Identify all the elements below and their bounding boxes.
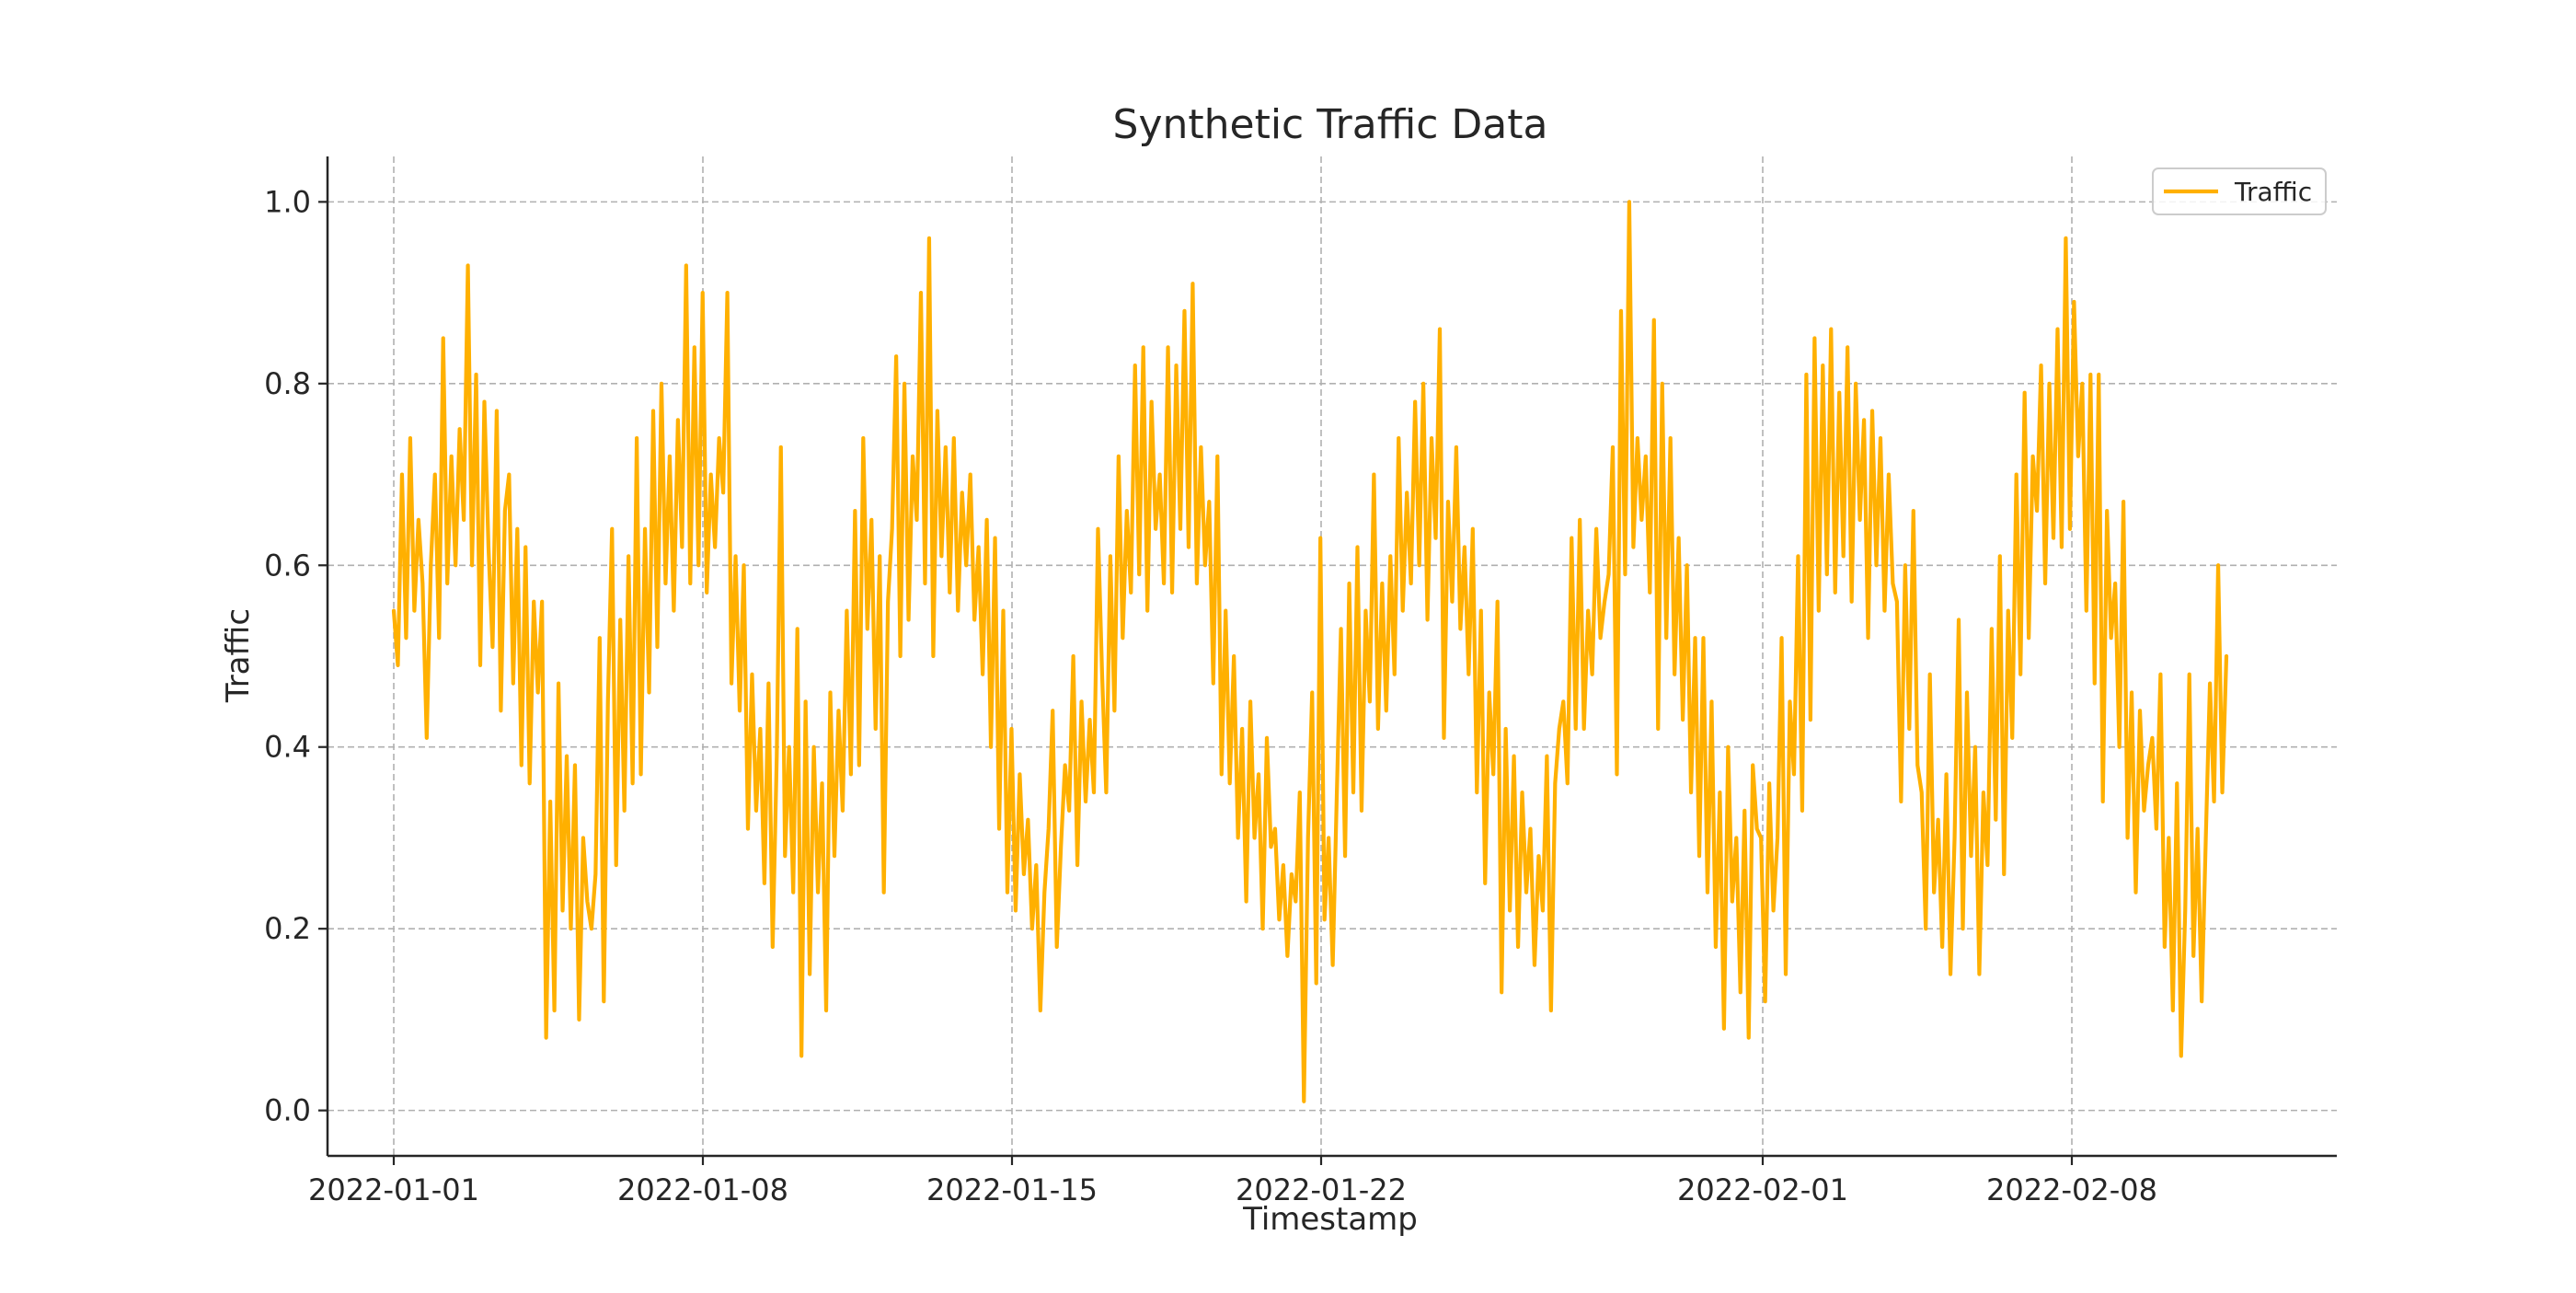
- y-tick-label: 0.0: [264, 1093, 311, 1128]
- legend-label: Traffic: [2234, 177, 2312, 207]
- y-tick-label: 0.4: [264, 730, 311, 765]
- x-tick-label: 2022-01-22: [1236, 1172, 1407, 1207]
- y-tick-label: 0.6: [264, 548, 311, 583]
- series: [391, 200, 2229, 1103]
- chart-title: Synthetic Traffic Data: [1113, 101, 1548, 148]
- legend: Traffic: [2152, 167, 2327, 215]
- x-tick-label: 2022-01-08: [617, 1172, 788, 1207]
- x-tick-label: 2022-02-08: [1986, 1172, 2157, 1207]
- x-axis-label: Timestamp: [1242, 1201, 1418, 1238]
- y-axis-label: Traffic: [220, 608, 257, 703]
- legend-box: [2152, 167, 2327, 215]
- ticks: 0.0 0.2 0.4 0.6 0.8 1.0 2022-01-01 2022-01-08 20…: [264, 184, 2157, 1207]
- y-tick-label: 0.2: [264, 911, 311, 946]
- y-tick-label: 1.0: [264, 184, 311, 219]
- x-tick-label: 2022-02-01: [1677, 1172, 1848, 1207]
- x-tick-label: 2022-01-01: [308, 1172, 479, 1207]
- y-tick-label: 0.8: [264, 366, 311, 401]
- x-tick-label: 2022-01-15: [926, 1172, 1098, 1207]
- series-line-traffic: [391, 200, 2229, 1103]
- axes: [326, 156, 2337, 1158]
